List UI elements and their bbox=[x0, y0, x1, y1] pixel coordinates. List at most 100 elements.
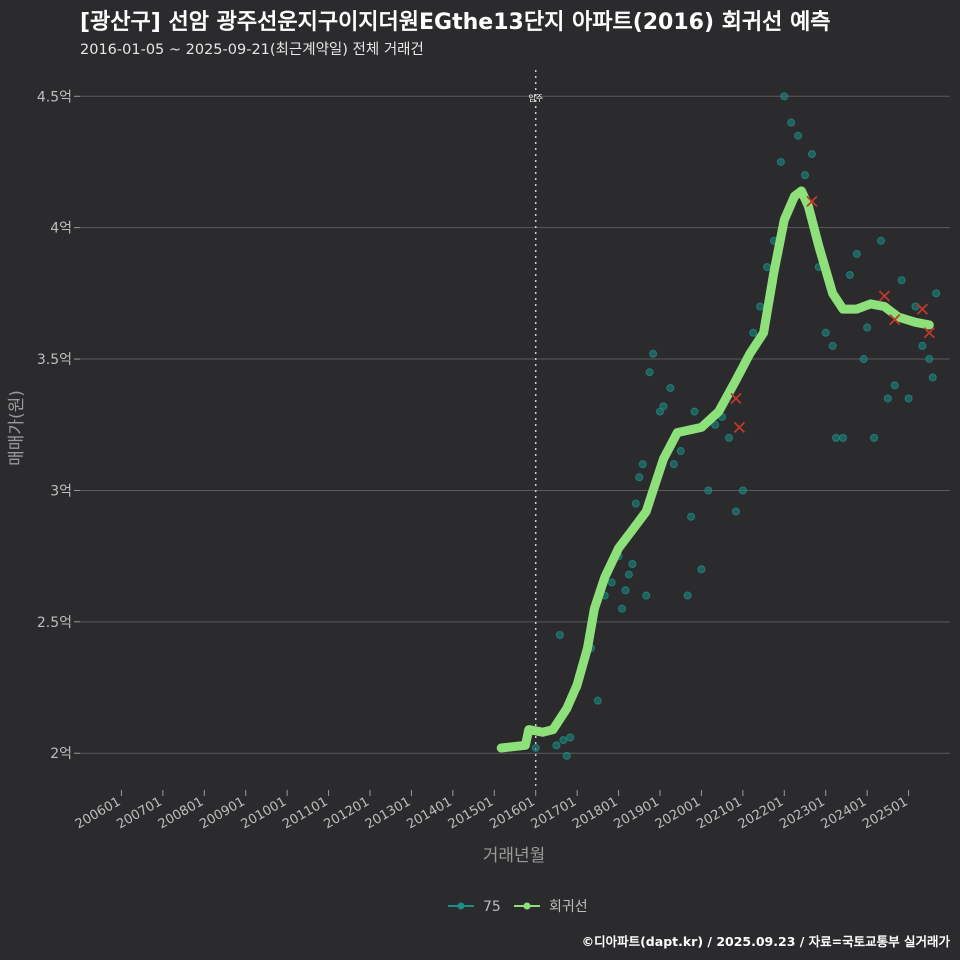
y-tick-label: 2억 bbox=[50, 746, 72, 762]
data-point bbox=[756, 302, 765, 311]
data-point bbox=[828, 341, 837, 350]
y-tick-label: 3.5억 bbox=[37, 352, 72, 368]
x-tick-label: 202201 bbox=[736, 794, 786, 832]
x-tick-label: 201901 bbox=[612, 794, 662, 832]
data-point bbox=[555, 630, 564, 639]
data-point bbox=[890, 381, 899, 390]
move-in-label: 입주 bbox=[528, 94, 543, 103]
outlier-marker bbox=[806, 195, 818, 208]
outlier-markers bbox=[730, 195, 935, 434]
x-tick-label: 200701 bbox=[114, 794, 164, 832]
data-point bbox=[928, 373, 937, 382]
data-point bbox=[690, 407, 699, 416]
y-tick-label: 4억 bbox=[50, 221, 72, 237]
data-point bbox=[876, 236, 885, 245]
data-point bbox=[832, 433, 841, 442]
data-point bbox=[642, 591, 651, 600]
outlier-marker bbox=[733, 421, 746, 434]
data-point bbox=[801, 171, 809, 180]
data-point bbox=[666, 383, 675, 392]
data-point bbox=[607, 578, 616, 587]
data-point bbox=[787, 118, 796, 127]
x-tick-label: 202501 bbox=[860, 794, 910, 832]
data-point bbox=[897, 276, 906, 285]
data-point bbox=[618, 604, 627, 613]
chart-title: [광산구] 선암 광주선운지구이지더원EGthe13단지 아파트(2016) 회… bbox=[80, 10, 831, 35]
y-axis-ticks: 2억 2.5억 3억 3.5억 4억 4.5억 bbox=[37, 89, 80, 762]
data-point bbox=[552, 741, 561, 750]
data-point bbox=[780, 92, 789, 101]
data-point bbox=[845, 270, 854, 279]
data-point bbox=[738, 486, 747, 495]
data-point bbox=[925, 355, 934, 364]
data-point bbox=[863, 323, 872, 332]
data-point bbox=[624, 570, 633, 579]
data-point bbox=[683, 591, 692, 600]
data-point bbox=[676, 447, 685, 456]
data-point bbox=[649, 349, 658, 358]
y-axis-label: 매매가(원) bbox=[7, 390, 27, 466]
data-point bbox=[638, 460, 647, 469]
x-tick-label: 201401 bbox=[404, 794, 454, 832]
data-point bbox=[932, 289, 941, 298]
legend-regression-label: 회귀선 bbox=[549, 899, 588, 915]
y-tick-label: 3억 bbox=[50, 483, 72, 499]
data-point bbox=[749, 328, 758, 337]
data-point bbox=[794, 131, 803, 140]
data-point bbox=[821, 328, 830, 337]
data-point bbox=[645, 368, 654, 377]
data-point bbox=[562, 751, 571, 760]
data-point bbox=[704, 486, 713, 495]
x-tick-label: 201501 bbox=[446, 794, 496, 832]
x-tick-label: 202401 bbox=[819, 794, 869, 832]
legend-regression-marker bbox=[523, 902, 531, 910]
x-tick-label: 201201 bbox=[322, 794, 372, 832]
data-point bbox=[631, 499, 640, 508]
x-tick-label: 201101 bbox=[280, 794, 330, 832]
x-tick-label: 200901 bbox=[197, 794, 247, 832]
outlier-marker bbox=[730, 392, 742, 405]
outlier-marker bbox=[916, 303, 929, 315]
move-in-line: 입주 bbox=[528, 70, 543, 790]
x-tick-label: 202001 bbox=[653, 794, 703, 832]
data-point bbox=[697, 565, 706, 574]
x-tick-label: 201801 bbox=[570, 794, 620, 832]
data-point bbox=[725, 433, 734, 442]
y-tick-label: 2.5억 bbox=[37, 615, 72, 631]
data-point bbox=[859, 355, 868, 364]
legend-series-marker bbox=[457, 902, 465, 910]
data-point bbox=[593, 696, 602, 705]
x-tick-label: 200601 bbox=[73, 794, 123, 832]
x-tick-label: 201301 bbox=[363, 794, 413, 832]
legend: 75 회귀선 bbox=[448, 899, 588, 915]
outlier-marker bbox=[878, 290, 891, 302]
data-point bbox=[807, 150, 816, 159]
regression-line bbox=[496, 186, 934, 753]
data-point bbox=[852, 249, 861, 258]
data-point bbox=[559, 736, 568, 745]
x-tick-label: 202101 bbox=[694, 794, 744, 832]
data-point bbox=[687, 512, 696, 521]
data-point bbox=[531, 743, 540, 752]
legend-series-label: 75 bbox=[483, 899, 501, 915]
data-point bbox=[870, 433, 879, 442]
outlier-marker bbox=[923, 327, 935, 339]
x-tick-label: 201601 bbox=[487, 794, 537, 832]
y-tick-label: 4.5억 bbox=[37, 89, 72, 105]
grid bbox=[80, 95, 950, 754]
data-point bbox=[635, 473, 644, 482]
data-point bbox=[711, 420, 720, 429]
footer-credit: ©디아파트(dapt.kr) / 2025.09.23 / 자료=국토교통부 실… bbox=[582, 934, 951, 949]
data-point bbox=[621, 586, 630, 595]
data-point bbox=[883, 394, 892, 403]
data-point bbox=[731, 507, 740, 516]
x-axis-label: 거래년월 bbox=[483, 846, 546, 866]
chart-subtitle: 2016-01-05 ~ 2025-09-21(최근계약일) 전체 거래건 bbox=[80, 41, 424, 58]
x-tick-label: 202301 bbox=[777, 794, 827, 832]
x-axis-ticks: 2006012007012008012009012010012011012012… bbox=[73, 790, 911, 832]
data-point bbox=[776, 157, 785, 166]
data-point bbox=[669, 460, 678, 469]
data-point bbox=[566, 733, 575, 742]
outlier-marker bbox=[889, 313, 901, 326]
